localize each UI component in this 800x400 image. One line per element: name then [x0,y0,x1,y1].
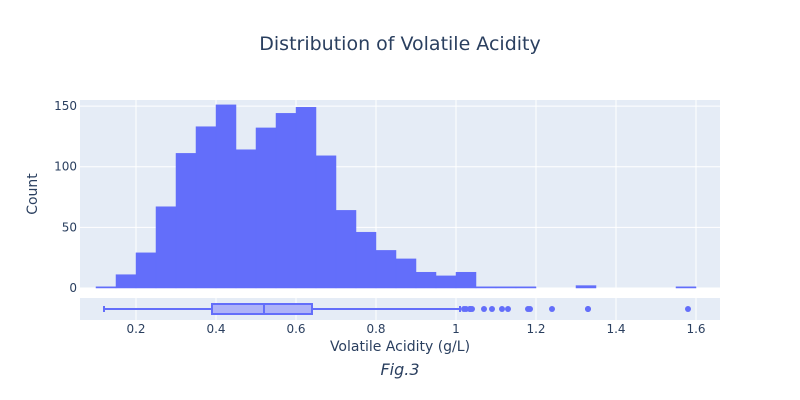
histogram-bar [495,286,517,289]
box-outlier-point [505,306,511,312]
box-iqr [211,303,313,315]
box-outlier-point [489,306,495,312]
histogram-bar [115,274,137,289]
histogram-grid [80,100,720,289]
chart-title: Distribution of Volatile Acidity [259,33,540,55]
y-tick-label: 150 [54,99,77,113]
y-axis-label: Count [25,173,41,215]
histogram-bar [455,271,477,289]
histogram-bar [515,286,537,289]
x-tick-label: 1.4 [606,322,625,336]
histogram-bar [475,286,497,289]
x-tick-label: 0.8 [366,322,385,336]
histogram-bar [295,107,317,289]
y-axis-ticks: 0 50 100 150 [54,99,77,295]
box-outlier-point [499,306,505,312]
x-tick-label: 0.2 [126,322,145,336]
histogram-bar [575,285,597,289]
box-outlier-point [685,306,691,312]
histogram-bar [135,252,157,289]
y-tick-label: 0 [69,281,77,295]
histogram-bar [155,206,177,289]
histogram-bar [255,127,277,289]
box-outlier-point [585,306,591,312]
x-tick-label: 0.4 [206,322,225,336]
histogram-bar [195,126,217,289]
box-outlier-point [469,306,475,312]
x-tick-label: 1.2 [526,322,545,336]
histogram-bar [175,153,197,289]
box-outlier-point [481,306,487,312]
histogram-bar [395,258,417,289]
histogram-bar [675,286,697,289]
x-tick-label: 1.6 [686,322,705,336]
histogram-bars [95,104,697,289]
y-tick-label: 50 [62,220,77,234]
histogram-bar [95,286,117,289]
histogram-bar [435,275,457,289]
histogram-bar [355,231,377,289]
histogram-bar [335,210,357,289]
x-axis-label: Volatile Acidity (g/L) [330,339,470,355]
x-axis-ticks: 0.2 0.4 0.6 0.8 1 1.2 1.4 1.6 [126,322,705,336]
histogram-bar [415,271,437,289]
box-outlier-point [527,306,533,312]
figure-caption: Fig.3 [380,360,419,379]
histogram-bar [375,250,397,289]
box-plot [103,303,691,315]
y-tick-label: 100 [54,160,77,174]
histogram-bar [315,155,337,289]
x-tick-label: 1 [452,322,460,336]
box-outlier-point [549,306,555,312]
histogram-bar [215,104,237,289]
x-tick-label: 0.6 [286,322,305,336]
histogram-bar [235,149,257,289]
histogram-bar [275,113,297,289]
